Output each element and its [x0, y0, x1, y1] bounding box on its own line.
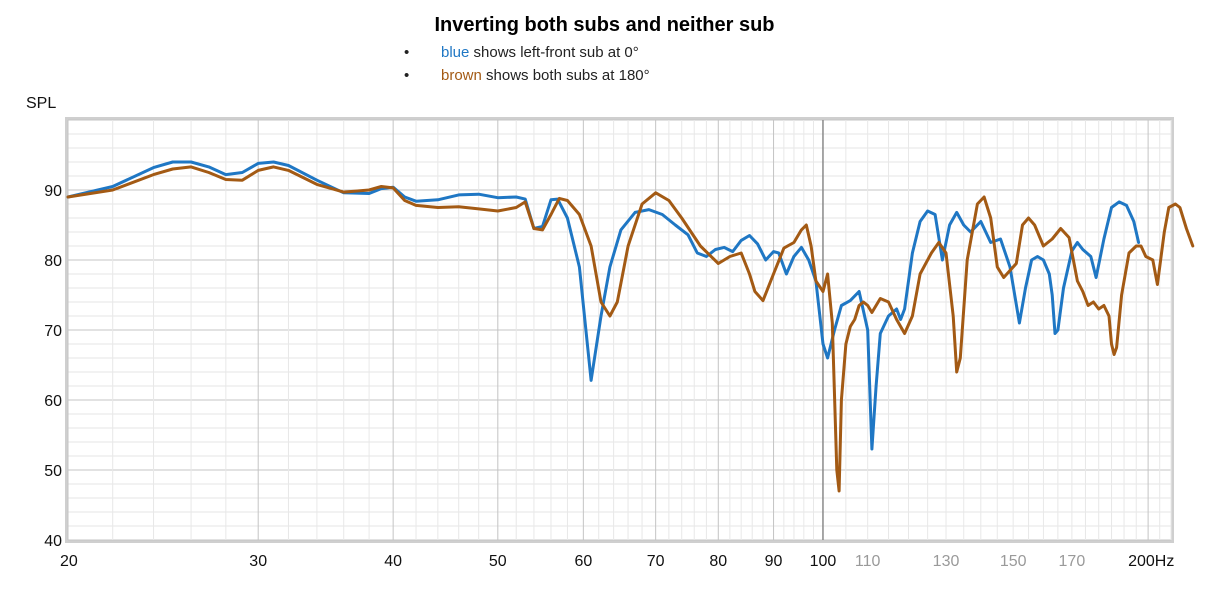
y-tick-label: 90 [44, 183, 62, 200]
y-tick-label: 70 [44, 323, 62, 340]
legend-color-word: blue [441, 44, 470, 61]
x-tick-label: 50 [489, 553, 507, 570]
x-tick-label-minor: 130 [933, 553, 960, 570]
legend-item-brown: • brown shows both subs at 180° [404, 67, 650, 84]
y-tick-label: 50 [44, 463, 62, 480]
x-tick-label: 80 [709, 553, 727, 570]
y-tick-label: 80 [44, 253, 62, 270]
legend-color-word: brown [441, 67, 482, 84]
legend-item-blue: • blue shows left-front sub at 0° [404, 44, 639, 61]
x-tick-label: 200Hz [1128, 553, 1174, 570]
legend-text: shows both subs at 180° [486, 67, 650, 84]
y-tick-label: 60 [44, 393, 62, 410]
x-tick-label-minor: 110 [855, 553, 881, 570]
x-tick-label: 20 [60, 553, 78, 570]
x-tick-label-minor: 150 [1000, 553, 1027, 570]
chart-title: Inverting both subs and neither sub [434, 14, 775, 36]
x-tick-label: 70 [647, 553, 665, 570]
x-tick-label-minor: 170 [1059, 553, 1086, 570]
legend-text: shows left-front sub at 0° [473, 44, 639, 61]
x-tick-label: 90 [765, 553, 783, 570]
bullet-icon: • [404, 67, 410, 84]
x-tick-label: 60 [574, 553, 592, 570]
y-axis-label: SPL [26, 95, 57, 112]
x-tick-label: 40 [384, 553, 402, 570]
y-tick-label: 40 [44, 533, 62, 550]
bullet-icon: • [404, 44, 410, 61]
series-line-1 [66, 160, 1141, 451]
x-tick-label: 30 [249, 553, 267, 570]
x-tick-label: 100 [810, 553, 837, 570]
series-line-2 [66, 165, 1195, 493]
